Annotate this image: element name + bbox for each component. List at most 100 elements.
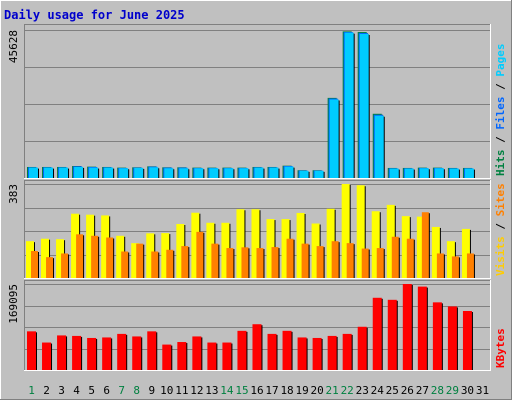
x-tick-label: 26 (401, 384, 414, 397)
sites-bar (211, 243, 219, 278)
visits-bar (326, 208, 335, 278)
visits-bar (191, 212, 200, 278)
sites-bar (46, 257, 54, 278)
pages-bar (299, 170, 309, 178)
visits-bar (356, 185, 365, 278)
x-tick-label: 7 (118, 384, 125, 397)
kbytes-bar (402, 284, 412, 370)
x-tick-label: 3 (58, 384, 65, 397)
visits-bar (161, 233, 170, 278)
kbytes-bar (162, 344, 172, 370)
x-tick-label: 15 (235, 384, 248, 397)
chart-panels: 45628 Hits / Files / Pages 383 Visits / Sit… (7, 24, 507, 371)
pages-bar (59, 167, 69, 178)
x-tick-label: 17 (265, 384, 278, 397)
kbytes-bar (177, 342, 187, 370)
sites-bar (241, 247, 249, 278)
sites-bar (256, 248, 264, 278)
visits-bar (311, 223, 320, 278)
pages-bar (389, 168, 399, 178)
x-tick-label: 2 (43, 384, 50, 397)
x-tick-label: 30 (461, 384, 474, 397)
pages-bar (224, 168, 234, 178)
pages-bar (239, 168, 249, 178)
pages-bar (419, 168, 429, 178)
pages-bar (314, 170, 324, 178)
x-tick-label: 16 (250, 384, 263, 397)
visits-bar (386, 204, 395, 278)
sites-bar (436, 253, 444, 278)
x-tick-label: 25 (386, 384, 399, 397)
pages-bar (464, 168, 474, 178)
side-legend-part: / (494, 216, 507, 236)
x-tick-label: 19 (295, 384, 308, 397)
sites-bar (136, 243, 144, 278)
sites-bar (226, 248, 234, 278)
x-tick-label: 20 (311, 384, 324, 397)
sites-bar (196, 231, 204, 278)
side-legend-part: / (494, 130, 507, 150)
x-tick-label: 8 (133, 384, 140, 397)
y-max-label: 383 (7, 184, 20, 204)
visits-bar (461, 228, 470, 278)
kbytes-bar (117, 333, 127, 370)
bars (26, 184, 475, 278)
kbytes-bar (132, 336, 142, 370)
pages-bar (104, 167, 114, 178)
visits-bar (236, 209, 245, 278)
side-legend: KBytes (494, 328, 507, 368)
kbytes-bar (357, 326, 367, 370)
pages-bar (404, 168, 414, 178)
x-tick-label: 13 (205, 384, 218, 397)
kbytes-bar (147, 331, 157, 370)
kbytes-bar (42, 342, 52, 370)
kbytes-bar (207, 342, 217, 370)
pages-bar (149, 167, 159, 178)
x-axis-labels: 1 2 3 4 5 6 7 8 9 10 11 12 13 14 15 16 17 18 19 20 21 22 23 24 2… (28, 384, 489, 397)
visits-bar (26, 241, 34, 278)
kbytes-bar (27, 331, 36, 370)
pages-bar (74, 166, 84, 178)
visits-bar (56, 239, 65, 278)
x-tick-label: 10 (160, 384, 173, 397)
kbytes-bar (312, 337, 322, 370)
x-tick-label: 9 (148, 384, 155, 397)
side-legend-part: Visits (494, 236, 507, 276)
y-max-label: 169095 (7, 284, 20, 324)
bars (27, 31, 475, 179)
kbytes-bar (237, 330, 247, 370)
sites-bar (106, 237, 114, 278)
sites-bar (76, 234, 84, 278)
pages-bar (344, 32, 354, 179)
pages-bar (179, 168, 189, 178)
x-tick-label: 28 (431, 384, 444, 397)
visits-bar (431, 226, 440, 278)
sites-bar (151, 251, 159, 278)
visits-bar (221, 222, 230, 278)
pages-bar (194, 168, 204, 178)
visits-bar (401, 216, 410, 278)
sites-bar (316, 246, 324, 278)
x-tick-label: 4 (73, 384, 80, 397)
kbytes-bar (87, 337, 97, 370)
side-legend-part: Pages (494, 44, 507, 77)
sites-bar (406, 238, 414, 278)
kbytes-bar (252, 324, 262, 370)
kbytes-bar (297, 337, 307, 370)
kbytes-bar (447, 306, 457, 370)
sites-bar (286, 238, 294, 278)
kbytes-bar (72, 335, 82, 370)
x-tick-label: 22 (341, 384, 354, 397)
sites-bar (361, 248, 369, 278)
pages-bar (89, 167, 99, 178)
sites-bar (376, 248, 384, 278)
pages-bar (254, 167, 264, 178)
sites-bar (346, 243, 354, 278)
kbytes-bar (282, 330, 292, 370)
x-tick-label: 6 (103, 384, 110, 397)
x-tick-label: 11 (175, 384, 188, 397)
side-legend-part: Hits (494, 150, 507, 177)
sites-bar (166, 249, 174, 278)
kbytes-bar (327, 335, 337, 370)
